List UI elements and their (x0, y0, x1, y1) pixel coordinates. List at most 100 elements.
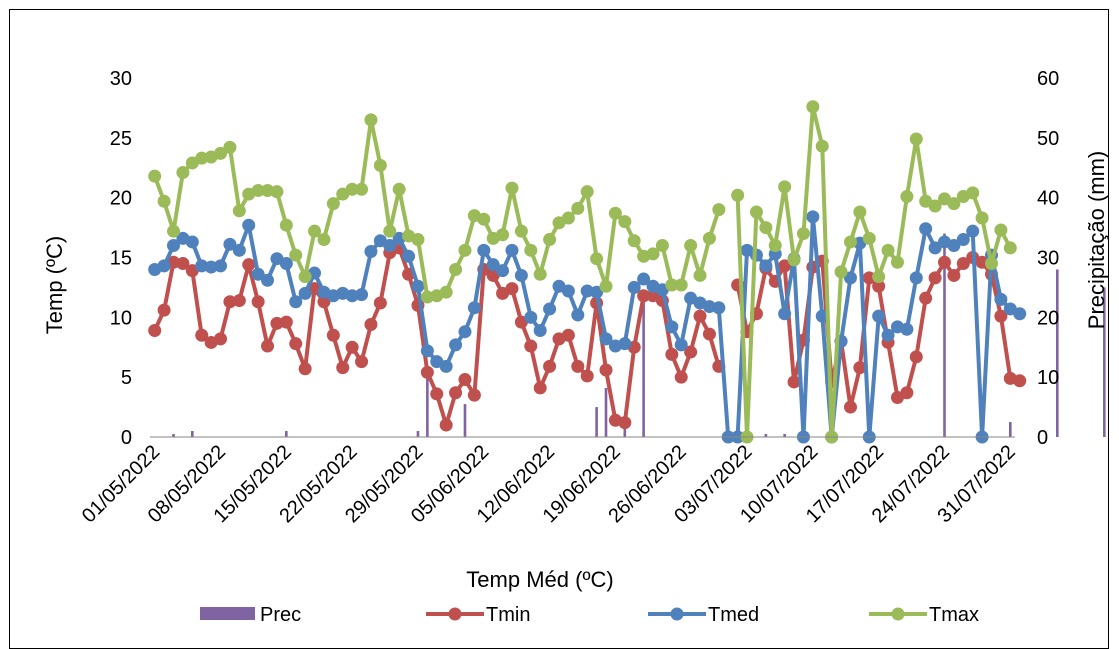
prec-bar (1103, 287, 1106, 437)
point-tmax (975, 211, 989, 225)
point-tmin (618, 416, 632, 430)
y-tick-label: 5 (121, 367, 132, 389)
legend-item-prec: Prec (200, 604, 301, 626)
point-tmed (402, 249, 416, 263)
point-tmin (467, 388, 481, 402)
point-tmin (317, 295, 331, 309)
point-tmax (608, 206, 622, 220)
point-tmax (768, 239, 782, 253)
point-tmax (345, 182, 359, 196)
point-tmed (674, 338, 688, 352)
point-tmax (796, 227, 810, 241)
point-tmax (947, 197, 961, 211)
prec-bar (1056, 269, 1059, 437)
prec-bar (595, 407, 598, 437)
point-tmin (909, 350, 923, 364)
point-tmax (458, 243, 472, 257)
y-tick-label: 15 (110, 248, 132, 270)
point-tmin (289, 337, 303, 351)
point-tmin (364, 318, 378, 332)
point-tmax (590, 252, 604, 266)
point-tmax (627, 234, 641, 248)
point-tmin (900, 386, 914, 400)
point-tmax (317, 233, 331, 247)
point-tmin (872, 279, 886, 293)
legend-swatch-marker (891, 607, 905, 621)
point-tmin (919, 291, 933, 305)
point-tmax (514, 224, 528, 238)
y2-tick-label: 0 (1037, 427, 1048, 449)
point-tmin (853, 361, 867, 375)
prec-bar (783, 434, 786, 437)
point-tmax (505, 181, 519, 195)
point-tmin (524, 339, 538, 353)
legend-label: Tmin (486, 604, 530, 626)
y-axis-title: Temp (ºC) (42, 236, 67, 334)
point-tmed (533, 323, 547, 337)
point-tmin (1013, 374, 1027, 388)
y2-tick-label: 40 (1037, 188, 1059, 210)
point-tmax (815, 139, 829, 153)
point-tmax (900, 189, 914, 203)
point-tmax (214, 146, 228, 160)
legend-item-tmin: Tmin (426, 604, 530, 626)
point-tmed (232, 243, 246, 257)
point-tmed (627, 280, 641, 294)
prec-bar (191, 431, 194, 437)
y2-tick-label: 10 (1037, 367, 1059, 389)
point-tmed (364, 245, 378, 259)
point-tmed (524, 310, 538, 324)
point-tmed (289, 295, 303, 309)
point-tmin (533, 381, 547, 395)
prec-bar (463, 404, 467, 437)
point-tmax (308, 224, 322, 238)
prec-bar (285, 431, 288, 437)
point-tmax (571, 201, 585, 215)
point-tmed (947, 239, 961, 253)
point-tmax (439, 285, 453, 299)
point-tmed (167, 239, 181, 253)
point-tmax (561, 211, 575, 225)
point-tmax (909, 132, 923, 146)
point-tmin (157, 303, 171, 317)
point-tmax (599, 279, 613, 293)
point-tmin (439, 418, 453, 432)
point-tmed (514, 268, 528, 282)
point-tmax (364, 113, 378, 127)
point-tmax (665, 278, 679, 292)
point-tmin (674, 370, 688, 384)
point-tmax (731, 188, 745, 202)
y-tick-label: 20 (110, 188, 132, 210)
point-tmin (778, 259, 792, 273)
point-tmax (373, 158, 387, 172)
point-tmed (900, 322, 914, 336)
point-tmed (919, 222, 933, 236)
point-tmax (872, 270, 886, 284)
series-tmin (148, 241, 1027, 432)
point-tmax (223, 140, 237, 154)
prec-bar (172, 434, 175, 437)
point-tmax (496, 228, 510, 242)
point-tmin (580, 369, 594, 383)
point-tmed (637, 272, 651, 286)
point-tmax (449, 262, 463, 276)
point-tmed (505, 243, 519, 257)
point-tmax (834, 265, 848, 279)
point-tmed (872, 309, 886, 323)
point-tmin (543, 359, 557, 373)
point-tmax (778, 180, 792, 194)
point-tmin (505, 282, 519, 296)
point-tmax (853, 205, 867, 219)
point-tmed (449, 338, 463, 352)
point-tmed (590, 285, 604, 299)
point-tmax (1003, 241, 1017, 255)
point-tmed (1013, 307, 1027, 321)
point-tmed (618, 337, 632, 351)
point-tmax (862, 231, 876, 245)
point-tmax (580, 185, 594, 199)
point-tmin (195, 328, 209, 342)
y-tick-label: 0 (121, 427, 132, 449)
point-tmax (298, 270, 312, 284)
legend-label: Tmax (929, 604, 979, 626)
y2-tick-label: 20 (1037, 307, 1059, 329)
